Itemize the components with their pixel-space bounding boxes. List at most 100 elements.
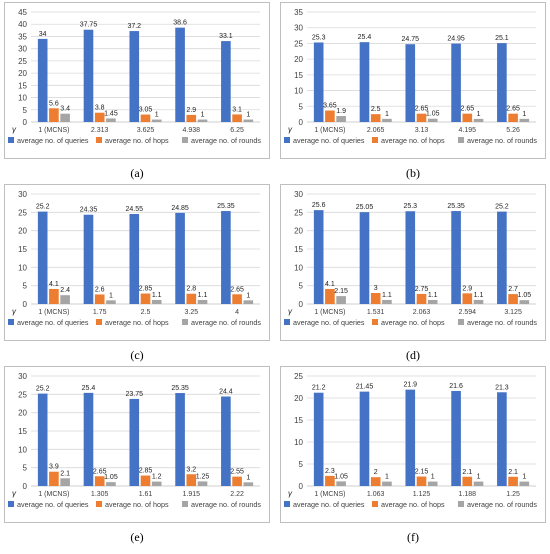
y-tick-label: 5 <box>299 460 304 469</box>
bar <box>370 293 381 304</box>
legend-swatch <box>458 501 464 507</box>
data-label: 25.1 <box>495 35 509 42</box>
bar <box>405 211 416 304</box>
legend-swatch <box>96 137 102 143</box>
data-label: 1.1 <box>198 292 208 299</box>
bar <box>49 108 59 122</box>
bar <box>427 299 438 304</box>
data-label: 25.35 <box>217 203 235 210</box>
bar <box>497 43 507 122</box>
panel-label: (b) <box>406 166 420 180</box>
x-tick-label: 1.75 <box>93 309 107 316</box>
data-label: 2.65 <box>460 106 474 113</box>
legend-label: average no. of hops <box>381 318 445 327</box>
y-tick-label: 0 <box>23 118 28 127</box>
bar <box>370 477 381 486</box>
x-tick-label: 4 <box>235 309 239 316</box>
bar <box>83 214 94 304</box>
x-tick-label: 1.25 <box>506 491 520 498</box>
y-tick-label: 15 <box>18 245 27 254</box>
data-label: 25.35 <box>447 203 465 210</box>
bar <box>186 293 197 304</box>
data-label: 2.6 <box>95 286 105 293</box>
y-tick-label: 25 <box>18 390 27 399</box>
legend-swatch <box>372 137 378 143</box>
x-tick-label: 2.313 <box>91 127 109 134</box>
bar <box>94 294 105 304</box>
data-label: 2.9 <box>462 285 472 292</box>
data-label: 2.15 <box>334 288 348 295</box>
bar <box>497 392 507 486</box>
x-tick-label: 3.13 <box>415 127 429 134</box>
legend-swatch <box>96 501 102 507</box>
data-label: 21.6 <box>449 383 463 390</box>
y-tick-label: 30 <box>18 45 27 54</box>
bar <box>382 299 392 304</box>
x-axis-symbol: γ <box>12 307 17 316</box>
bar <box>243 482 254 486</box>
panel-label: (c) <box>130 348 143 362</box>
legend-label: average no. of hops <box>105 136 169 145</box>
bar <box>106 300 116 304</box>
data-label: 1 <box>246 474 250 481</box>
y-tick-label: 5 <box>23 464 28 473</box>
y-tick-label: 25 <box>294 208 303 217</box>
x-axis-symbol: γ <box>12 489 17 498</box>
chart-panel: 0 5 10 15 20 25 30 25.6 4.12.15 1 (MCNS) 25.05 3 1.1… <box>280 184 546 362</box>
x-tick-label: 1 (MCNS) <box>314 491 345 498</box>
panel-label: (f) <box>407 530 419 544</box>
data-label: 25.2 <box>495 204 509 211</box>
data-label: 1.9 <box>336 108 346 115</box>
data-label: 2.4 <box>60 287 70 294</box>
data-label: 23.75 <box>126 391 144 398</box>
data-label: 1.1 <box>474 292 484 299</box>
data-label: 3.4 <box>60 106 70 113</box>
bar <box>370 114 381 122</box>
panel-label: (a) <box>130 166 143 180</box>
data-label: 33.1 <box>219 33 233 40</box>
bar <box>451 43 461 123</box>
panel-label: (e) <box>130 530 143 544</box>
bar <box>221 211 231 304</box>
data-label: 2.65 <box>415 106 429 113</box>
data-label: 1 <box>385 111 389 118</box>
bar <box>151 119 162 122</box>
y-tick-label: 20 <box>294 55 303 64</box>
y-tick-label: 0 <box>299 118 304 127</box>
x-tick-label: 1.61 <box>139 491 153 498</box>
x-tick-label: 1.188 <box>459 491 477 498</box>
bar <box>313 392 324 486</box>
bar <box>382 481 392 486</box>
chart-panel: 0 5 10 15 20 25 30 35 25.3 3.651.9 1 (MCNS) 25.4 2.5… <box>280 2 546 180</box>
bar <box>508 476 518 486</box>
bar <box>519 300 530 304</box>
x-tick-label: 2.22 <box>230 491 244 498</box>
bar <box>129 398 140 486</box>
data-label: 3.65 <box>323 103 337 110</box>
data-label: 2.1 <box>508 469 518 476</box>
bar <box>83 29 94 122</box>
bar <box>359 212 370 304</box>
bar <box>221 41 231 122</box>
data-label: 24.85 <box>171 205 189 212</box>
data-label: 1.05 <box>334 473 348 480</box>
y-tick-label: 10 <box>294 438 303 447</box>
legend-label: average no. of queries <box>17 136 89 145</box>
legend-label: average no. of queries <box>293 318 365 327</box>
data-label: 2.5 <box>371 106 381 113</box>
data-label: 21.45 <box>356 384 374 391</box>
data-label: 1.1 <box>428 292 438 299</box>
data-label: 25.4 <box>358 34 372 41</box>
y-tick-label: 10 <box>18 445 27 454</box>
data-label: 25.6 <box>312 202 326 209</box>
y-tick-label: 10 <box>294 87 303 96</box>
data-label: 1 <box>522 474 526 481</box>
data-label: 1.25 <box>196 473 210 480</box>
x-tick-label: 1 (MCNS) <box>314 127 345 134</box>
bar <box>519 481 530 486</box>
y-tick-label: 15 <box>294 71 303 80</box>
bar <box>129 31 140 122</box>
data-label: 2.1 <box>462 469 472 476</box>
